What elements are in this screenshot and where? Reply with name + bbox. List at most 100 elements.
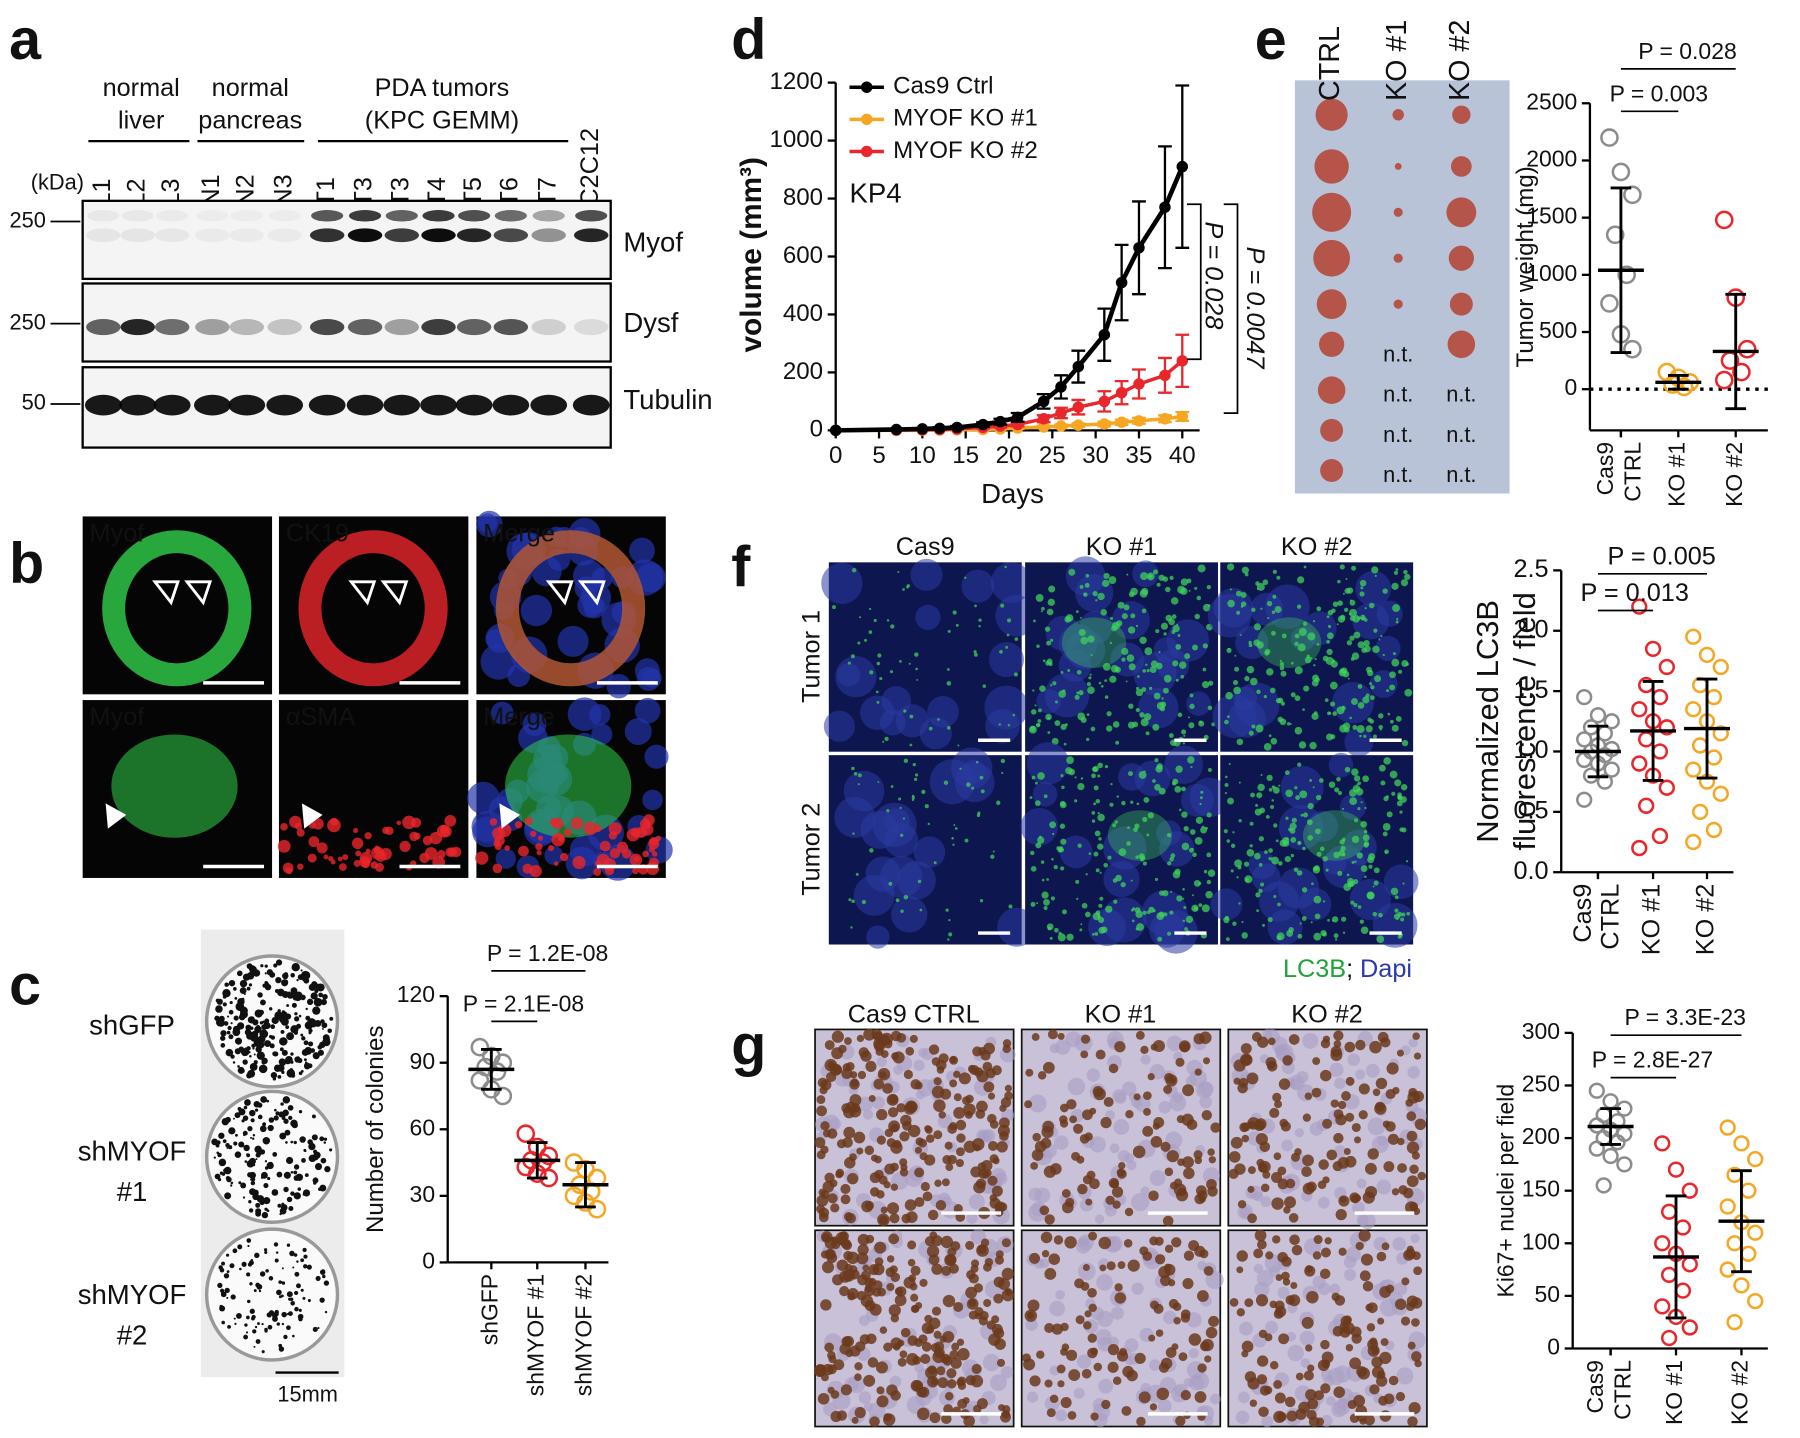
- colony: [269, 1117, 275, 1123]
- texture: [817, 1150, 826, 1159]
- texture: [1043, 899, 1050, 906]
- texture: [1097, 814, 1105, 822]
- colony: [319, 1185, 326, 1192]
- texture: [1103, 863, 1108, 868]
- colony: [249, 965, 256, 972]
- colony: [244, 1323, 247, 1326]
- texture: [521, 595, 552, 626]
- texture: [1122, 613, 1128, 619]
- texture: [915, 1147, 922, 1154]
- texture: [869, 670, 873, 674]
- kda-label: (kDa): [31, 169, 84, 194]
- texture: [1399, 827, 1403, 831]
- colony: [297, 1058, 302, 1063]
- texture: [1104, 679, 1107, 682]
- texture: [1076, 610, 1079, 613]
- texture: [1181, 729, 1186, 734]
- texture: [974, 604, 977, 607]
- tumor: [1317, 289, 1347, 319]
- colony: [279, 1037, 287, 1045]
- texture: [1357, 725, 1365, 733]
- texture: [1176, 895, 1182, 901]
- texture: [1247, 666, 1255, 674]
- marker-label: 250: [10, 309, 46, 334]
- colony: [315, 1163, 322, 1170]
- texture: [1058, 933, 1066, 941]
- texture: [1356, 1242, 1364, 1250]
- band: [385, 228, 419, 242]
- texture: [1279, 1078, 1290, 1089]
- texture: [1101, 927, 1107, 933]
- texture: [1082, 1109, 1093, 1120]
- texture: [1370, 685, 1374, 689]
- texture: [1322, 932, 1327, 937]
- texture: [593, 868, 601, 876]
- colony: [246, 1153, 250, 1157]
- y-tick-label: 50: [1535, 1281, 1561, 1307]
- y-tick-label: 600: [783, 242, 823, 269]
- texture: [1345, 1156, 1357, 1168]
- colony: [265, 1160, 267, 1162]
- texture: [1358, 782, 1361, 785]
- texture: [1198, 721, 1204, 727]
- band: [495, 210, 527, 221]
- colony: [283, 980, 288, 985]
- colony: [254, 1253, 259, 1258]
- texture: [1041, 607, 1045, 611]
- texture: [1207, 812, 1212, 817]
- texture: [1251, 608, 1255, 612]
- stain: [1108, 810, 1172, 860]
- texture: [1060, 824, 1065, 829]
- texture: [869, 1416, 880, 1427]
- band: [195, 319, 229, 335]
- column-label: KO #1: [1086, 533, 1158, 561]
- texture: [945, 1392, 954, 1401]
- texture: [1290, 723, 1292, 725]
- colony: [272, 1152, 277, 1157]
- colony: [254, 1039, 262, 1047]
- texture: [1149, 1359, 1161, 1371]
- texture: [1128, 722, 1135, 729]
- texture: [924, 1155, 935, 1166]
- texture: [1163, 632, 1166, 635]
- texture: [1064, 743, 1067, 746]
- texture: [1037, 772, 1045, 780]
- colony: [276, 1251, 278, 1253]
- texture: [1327, 632, 1334, 639]
- colony: [280, 1102, 283, 1105]
- texture: [1105, 906, 1112, 913]
- texture: [1128, 1259, 1140, 1271]
- texture: [1273, 787, 1280, 794]
- texture: [1330, 701, 1335, 706]
- texture: [1184, 927, 1188, 931]
- texture: [829, 1118, 841, 1130]
- texture: [1314, 865, 1320, 871]
- texture: [852, 568, 856, 572]
- texture: [1093, 852, 1098, 857]
- texture: [947, 726, 951, 730]
- texture: [996, 1141, 1007, 1152]
- texture: [1109, 803, 1113, 807]
- texture: [1179, 1042, 1189, 1052]
- texture: [1153, 569, 1158, 574]
- texture: [444, 815, 456, 827]
- texture: [1368, 1148, 1379, 1159]
- texture: [887, 1202, 899, 1214]
- texture: [947, 1379, 956, 1388]
- texture: [1068, 1369, 1080, 1381]
- texture: [1264, 695, 1267, 698]
- texture: [1102, 580, 1109, 587]
- texture: [1039, 836, 1042, 839]
- texture: [537, 850, 542, 855]
- texture: [930, 759, 975, 804]
- texture: [942, 1178, 950, 1186]
- texture: [1227, 600, 1235, 608]
- colony: [223, 995, 227, 999]
- texture: [1248, 1166, 1256, 1174]
- texture: [863, 1109, 873, 1119]
- texture: [1167, 932, 1171, 936]
- colony: [215, 1005, 223, 1013]
- texture: [888, 1107, 898, 1117]
- texture: [1273, 1380, 1282, 1389]
- column-label: Cas9: [896, 533, 955, 561]
